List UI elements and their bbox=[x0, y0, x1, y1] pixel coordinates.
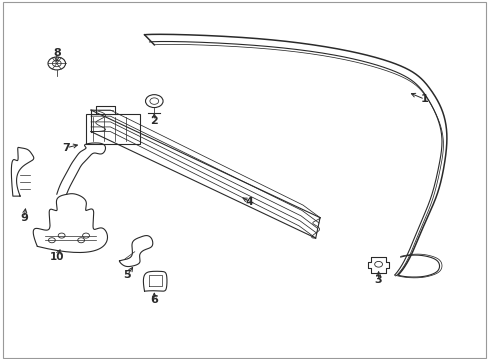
Text: 7: 7 bbox=[62, 143, 70, 153]
Text: 6: 6 bbox=[150, 295, 158, 305]
Text: 4: 4 bbox=[245, 197, 253, 207]
Text: 1: 1 bbox=[420, 94, 428, 104]
Text: 2: 2 bbox=[150, 116, 158, 126]
Text: 9: 9 bbox=[20, 213, 28, 222]
Text: 3: 3 bbox=[374, 275, 382, 285]
FancyBboxPatch shape bbox=[86, 114, 140, 144]
Text: 10: 10 bbox=[49, 252, 64, 262]
Text: 8: 8 bbox=[53, 48, 61, 58]
Text: 5: 5 bbox=[123, 270, 131, 280]
